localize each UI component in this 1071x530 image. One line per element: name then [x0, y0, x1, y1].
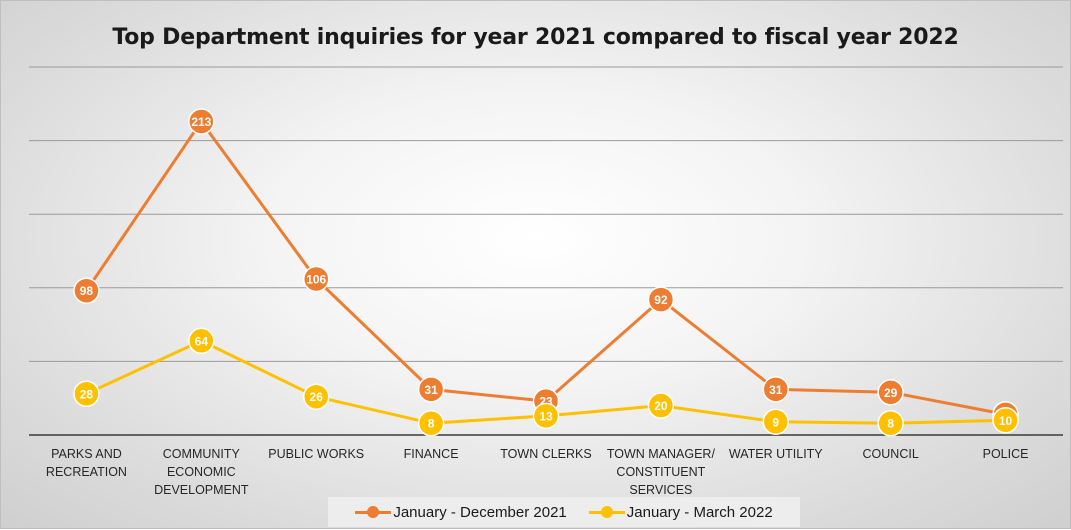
x-tick-label: WATER UTILITY [728, 447, 823, 461]
data-point [302, 383, 330, 410]
data-label: 92 [654, 293, 668, 307]
data-point [762, 408, 790, 436]
data-label: 13 [539, 409, 553, 423]
data-label: 106 [306, 272, 326, 286]
data-point [73, 380, 100, 408]
data-label: 8 [887, 417, 894, 431]
data-label: 10 [999, 414, 1013, 428]
data-label: 20 [654, 399, 668, 413]
gridlines [29, 66, 1063, 436]
data-point [417, 376, 445, 403]
x-tick-label: COUNCIL [862, 447, 919, 461]
data-point [647, 392, 675, 419]
data-label: 28 [80, 387, 94, 401]
data-label: 98 [80, 284, 94, 298]
legend-swatch-2021 [355, 506, 392, 518]
series-lines [85, 120, 1006, 425]
data-point [992, 407, 1019, 434]
data-point [877, 409, 904, 437]
data-point [188, 108, 215, 135]
data-point [188, 327, 215, 355]
x-tick-label: TOWN CLERKS [500, 447, 592, 461]
data-point [762, 376, 790, 403]
legend: January - December 2021 January - March … [328, 497, 800, 527]
data-point [877, 379, 904, 406]
x-tick-label: COMMUNITY ECONOMIC DEVELOPMENT [154, 447, 249, 497]
data-point [73, 277, 100, 304]
chart-title: Top Department inquiries for year 2021 c… [112, 25, 959, 50]
data-point [417, 409, 445, 437]
data-label: 31 [769, 383, 783, 397]
legend-swatch-2022 [588, 506, 625, 518]
data-label: 8 [428, 417, 435, 431]
data-point [532, 402, 560, 430]
x-tick-label: PARKS AND RECREATION [45, 447, 127, 479]
data-point [302, 265, 330, 293]
x-tick-label: PUBLIC WORKS [268, 447, 365, 461]
data-points: 98213106312392312914286426813209810 [73, 108, 1019, 437]
legend-label-2022: January - March 2022 [626, 503, 773, 521]
data-label: 213 [191, 115, 211, 129]
legend-item-2022: January - March 2022 [588, 503, 773, 521]
data-label: 31 [424, 383, 438, 397]
legend-item-2021: January - December 2021 [355, 503, 567, 521]
data-label: 26 [310, 390, 324, 404]
legend-label-2021: January - December 2021 [393, 503, 567, 521]
series-line-0 [85, 120, 1006, 416]
data-label: 64 [195, 334, 209, 348]
data-label: 29 [884, 386, 898, 400]
x-tick-label: POLICE [982, 447, 1029, 461]
x-tick-label: TOWN MANAGER/ CONSTITUENT SERVICES [606, 447, 715, 497]
x-tick-label: FINANCE [403, 447, 459, 461]
data-label: 9 [772, 415, 779, 429]
data-point [647, 286, 675, 313]
